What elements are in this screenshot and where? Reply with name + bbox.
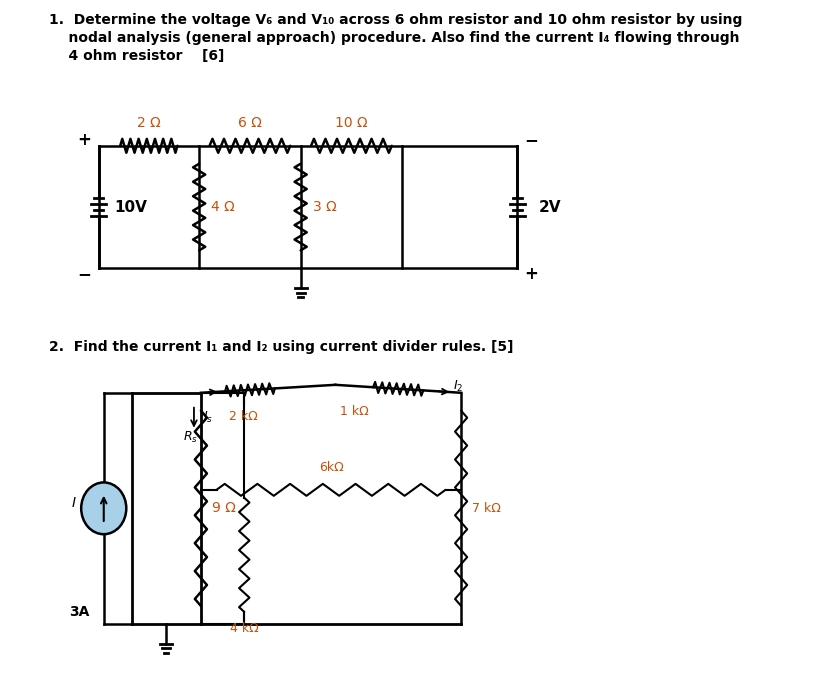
Text: 10 Ω: 10 Ω xyxy=(335,116,368,130)
Text: 4 Ω: 4 Ω xyxy=(212,200,235,214)
Text: 6kΩ: 6kΩ xyxy=(318,461,344,474)
Text: $I_2$: $I_2$ xyxy=(453,379,463,394)
Text: 2 Ω: 2 Ω xyxy=(137,116,160,130)
Text: 4 ohm resistor    [6]: 4 ohm resistor [6] xyxy=(49,49,225,63)
Text: $I$: $I$ xyxy=(72,497,77,510)
Text: $R_s$: $R_s$ xyxy=(183,430,198,445)
Text: 3 Ω: 3 Ω xyxy=(313,200,336,214)
Text: 9 Ω: 9 Ω xyxy=(212,501,236,515)
Text: −: − xyxy=(524,131,538,149)
Circle shape xyxy=(81,482,126,534)
Text: 10V: 10V xyxy=(114,200,147,215)
Text: −: − xyxy=(77,265,92,283)
Text: 4 kΩ: 4 kΩ xyxy=(230,622,259,635)
Text: 2V: 2V xyxy=(538,200,561,215)
Text: 1.  Determine the voltage V₆ and V₁₀ across 6 ohm resistor and 10 ohm resistor b: 1. Determine the voltage V₆ and V₁₀ acro… xyxy=(49,14,742,27)
Text: 2.  Find the current I₁ and I₂ using current divider rules. [5]: 2. Find the current I₁ and I₂ using curr… xyxy=(49,340,514,354)
Text: 6 Ω: 6 Ω xyxy=(238,116,262,130)
Text: 7 kΩ: 7 kΩ xyxy=(471,502,501,515)
Text: $I_s$: $I_s$ xyxy=(203,410,212,425)
Text: 2 kΩ: 2 kΩ xyxy=(229,410,257,423)
Text: +: + xyxy=(524,265,538,283)
Text: 1 kΩ: 1 kΩ xyxy=(339,405,369,418)
Text: nodal analysis (general approach) procedure. Also find the current I₄ flowing th: nodal analysis (general approach) proced… xyxy=(49,31,740,45)
Text: +: + xyxy=(77,131,92,149)
Text: 3A: 3A xyxy=(69,605,90,619)
